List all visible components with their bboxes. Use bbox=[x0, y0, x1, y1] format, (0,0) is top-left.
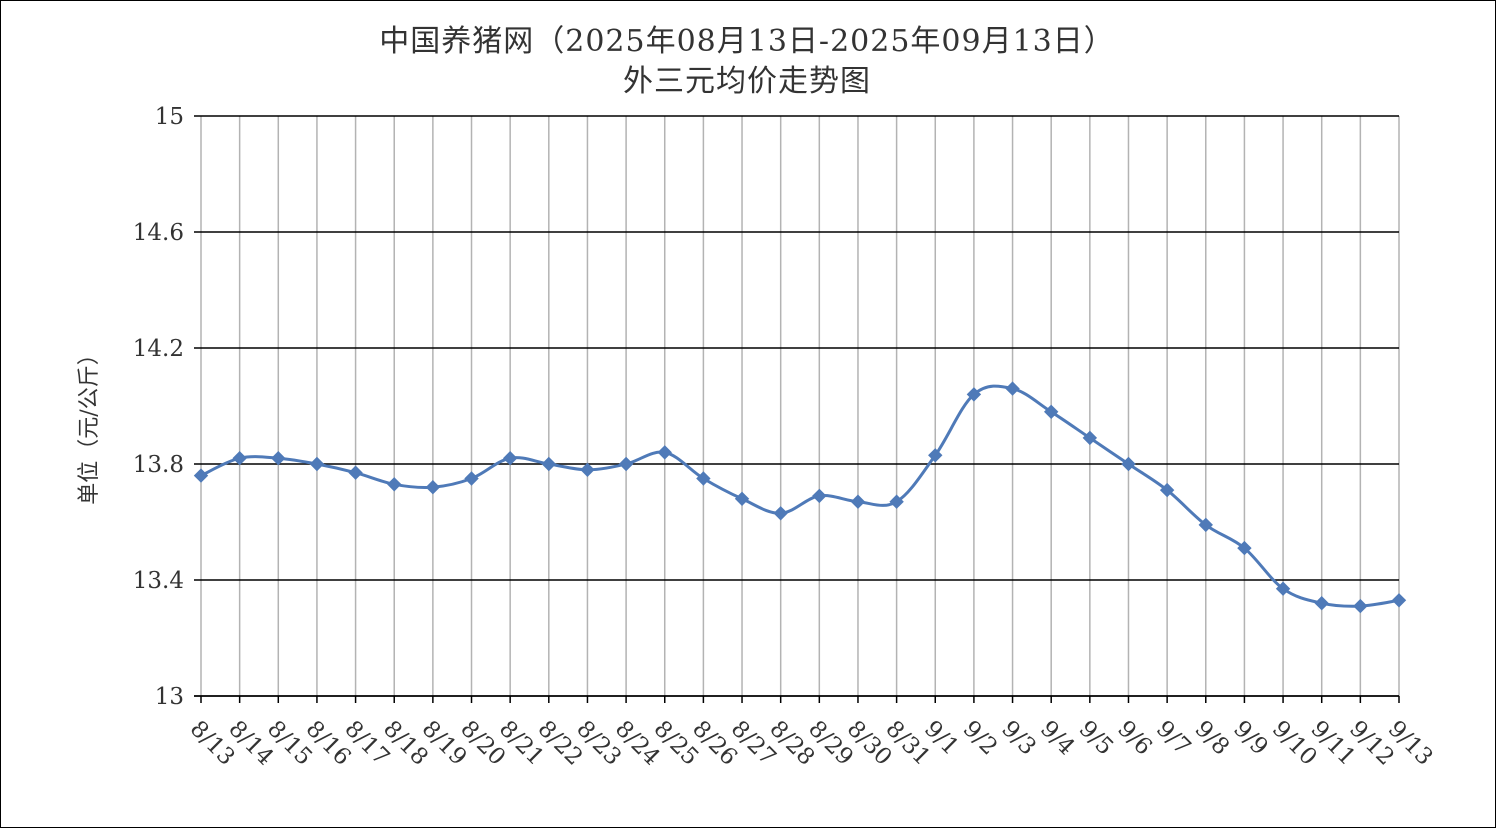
x-tick-label: 9/2 bbox=[958, 716, 1003, 761]
series-line-path bbox=[200, 384, 1400, 608]
data-point bbox=[271, 450, 286, 466]
series-markers bbox=[193, 381, 1407, 614]
data-point bbox=[232, 450, 247, 466]
y-tick-labels: 13 13.4 13.8 14.2 14.6 15 bbox=[133, 104, 184, 710]
x-tick-label: 8/13 bbox=[185, 716, 240, 771]
data-point bbox=[657, 445, 672, 460]
y-tick-label: 13.8 bbox=[133, 452, 184, 478]
data-point bbox=[502, 450, 518, 466]
y-tick-label: 14.2 bbox=[133, 336, 184, 362]
data-point bbox=[387, 477, 402, 492]
data-point bbox=[1043, 404, 1059, 420]
data-point bbox=[1275, 581, 1291, 596]
y-tick-label: 13 bbox=[155, 684, 184, 710]
chart-subtitle: 外三元均价走势图 bbox=[623, 64, 871, 99]
data-point bbox=[1082, 430, 1098, 446]
axes bbox=[194, 695, 1400, 703]
data-point bbox=[309, 456, 325, 472]
data-point bbox=[1314, 595, 1329, 611]
data-point bbox=[348, 465, 363, 480]
x-tick-label: 9/8 bbox=[1190, 716, 1235, 761]
data-point bbox=[734, 491, 750, 507]
data-point bbox=[1237, 540, 1252, 556]
data-point bbox=[696, 471, 711, 486]
data-point bbox=[1198, 517, 1213, 533]
data-point bbox=[541, 456, 557, 472]
horizontal-gridlines bbox=[194, 115, 1399, 581]
x-tick-label: 9/4 bbox=[1035, 716, 1080, 761]
vertical-gridlines bbox=[200, 116, 1400, 696]
data-point bbox=[1005, 381, 1020, 396]
data-point bbox=[850, 494, 866, 509]
data-point bbox=[773, 506, 788, 521]
x-tick-label: 9/6 bbox=[1112, 716, 1157, 761]
x-tick-labels: 8/138/148/158/168/178/188/198/208/218/22… bbox=[185, 716, 1438, 771]
y-axis-label: 单位（元/公斤） bbox=[77, 343, 102, 504]
data-point bbox=[966, 387, 982, 402]
data-point bbox=[1391, 593, 1407, 608]
data-point bbox=[425, 479, 441, 495]
x-tick-label: 9/10 bbox=[1267, 716, 1322, 771]
data-point bbox=[464, 471, 479, 486]
data-point bbox=[1121, 456, 1136, 472]
x-tick-label: 9/3 bbox=[996, 716, 1041, 761]
series-line bbox=[200, 384, 1400, 608]
data-point bbox=[889, 494, 904, 509]
y-tick-label: 15 bbox=[155, 104, 184, 130]
data-point bbox=[1159, 482, 1175, 498]
data-point bbox=[580, 462, 595, 478]
y-tick-label: 13.4 bbox=[133, 568, 184, 594]
x-tick-label: 9/7 bbox=[1151, 716, 1196, 761]
data-point bbox=[618, 456, 634, 472]
x-tick-label: 9/5 bbox=[1074, 716, 1119, 761]
data-point bbox=[193, 468, 209, 483]
y-tick-label: 14.6 bbox=[133, 220, 184, 246]
data-point bbox=[1353, 598, 1368, 614]
data-point bbox=[812, 488, 827, 504]
data-point bbox=[928, 448, 943, 463]
chart-title: 中国养猪网（2025年08月13日-2025年09月13日） bbox=[379, 24, 1115, 59]
x-tick-label: 9/9 bbox=[1228, 716, 1273, 761]
